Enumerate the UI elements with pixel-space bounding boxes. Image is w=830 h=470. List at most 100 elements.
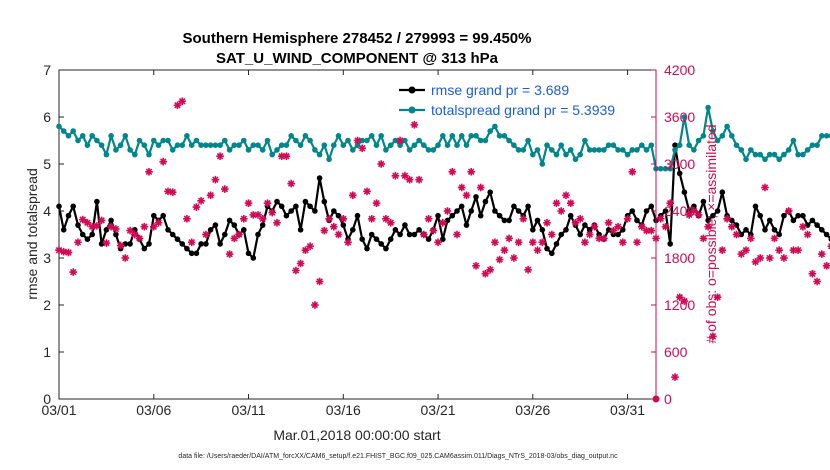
series-point-rmse-grand-pr-3-689 xyxy=(169,231,176,238)
series-point-totalspread-grand-pr-5-3939 xyxy=(98,142,105,148)
legend-spread-marker xyxy=(408,106,416,114)
series-point-rmse-grand-pr-3-689 xyxy=(146,241,152,247)
series-point-totalspread-grand-pr-5-3939 xyxy=(316,151,323,158)
series-point-rmse-grand-pr-3-689 xyxy=(781,212,787,219)
series-point-totalspread-grand-pr-5-3939 xyxy=(411,142,418,148)
series-point-totalspread-grand-pr-5-3939 xyxy=(563,151,569,158)
series-point-totalspread-grand-pr-5-3939 xyxy=(269,151,276,158)
obs-assimilated-marker xyxy=(822,262,830,270)
series-point-totalspread-grand-pr-5-3939 xyxy=(335,133,342,139)
obs-assimilated-marker xyxy=(353,136,362,145)
series-point-totalspread-grand-pr-5-3939 xyxy=(207,142,214,148)
series-point-totalspread-grand-pr-5-3939 xyxy=(501,133,508,139)
series-point-totalspread-grand-pr-5-3939 xyxy=(250,142,257,148)
series-point-rmse-grand-pr-3-689 xyxy=(506,217,512,224)
series-point-totalspread-grand-pr-5-3939 xyxy=(188,142,195,148)
series-point-totalspread-grand-pr-5-3939 xyxy=(136,137,143,144)
obs-assimilated-marker xyxy=(325,215,333,223)
obs-assimilated-marker xyxy=(453,230,461,239)
series-point-rmse-grand-pr-3-689 xyxy=(402,222,408,228)
obs-assimilated-marker xyxy=(349,191,357,200)
obs-assimilated-marker xyxy=(315,277,324,286)
series-point-rmse-grand-pr-3-689 xyxy=(259,222,266,228)
series-point-totalspread-grand-pr-5-3939 xyxy=(752,151,759,158)
series-point-totalspread-grand-pr-5-3939 xyxy=(141,142,148,148)
obs-assimilated-marker xyxy=(794,246,802,254)
series-point-totalspread-grand-pr-5-3939 xyxy=(184,133,190,139)
obs-assimilated-marker xyxy=(780,254,788,262)
obs-assimilated-marker xyxy=(420,230,428,239)
series-point-rmse-grand-pr-3-689 xyxy=(297,227,304,233)
obs-assimilated-marker xyxy=(519,215,528,223)
series-point-totalspread-grand-pr-5-3939 xyxy=(288,133,295,139)
obs-assimilated-marker xyxy=(661,222,670,231)
y-right-tick-label: 3000 xyxy=(664,156,695,172)
series-point-totalspread-grand-pr-5-3939 xyxy=(473,133,479,139)
series-point-rmse-grand-pr-3-689 xyxy=(278,203,285,210)
series-point-totalspread-grand-pr-5-3939 xyxy=(700,133,707,139)
series-point-rmse-grand-pr-3-689 xyxy=(738,231,745,238)
series-point-rmse-grand-pr-3-689 xyxy=(435,212,441,219)
series-point-rmse-grand-pr-3-689 xyxy=(643,208,650,214)
series-point-rmse-grand-pr-3-689 xyxy=(383,245,389,252)
series-point-totalspread-grand-pr-5-3939 xyxy=(440,133,446,139)
obs-assimilated-marker xyxy=(623,215,632,223)
series-point-totalspread-grand-pr-5-3939 xyxy=(435,142,441,148)
series-point-rmse-grand-pr-3-689 xyxy=(212,222,219,228)
series-point-rmse-grand-pr-3-689 xyxy=(719,189,726,195)
series-point-totalspread-grand-pr-5-3939 xyxy=(544,142,550,148)
series-point-totalspread-grand-pr-5-3939 xyxy=(648,142,655,148)
obs-assimilated-marker xyxy=(367,215,376,223)
obs-assimilated-marker xyxy=(671,373,679,381)
series-point-rmse-grand-pr-3-689 xyxy=(184,245,190,252)
series-point-totalspread-grand-pr-5-3939 xyxy=(549,147,555,153)
y-axis-right-label: # of obs: o=possible; ×=assimilated xyxy=(703,124,719,343)
series-point-totalspread-grand-pr-5-3939 xyxy=(572,156,579,163)
obs-assimilated-marker xyxy=(296,259,305,268)
series-point-totalspread-grand-pr-5-3939 xyxy=(454,142,460,148)
obs-assimilated-marker xyxy=(306,242,314,251)
series-point-totalspread-grand-pr-5-3939 xyxy=(117,142,124,148)
series-point-totalspread-grand-pr-5-3939 xyxy=(397,142,403,148)
obs-assimilated-marker xyxy=(562,191,570,200)
series-point-totalspread-grand-pr-5-3939 xyxy=(193,137,200,144)
x-tick-label: 03/26 xyxy=(515,402,550,418)
series-point-totalspread-grand-pr-5-3939 xyxy=(259,147,266,153)
series-point-rmse-grand-pr-3-689 xyxy=(321,198,328,205)
series-point-totalspread-grand-pr-5-3939 xyxy=(198,142,204,148)
obs-assimilated-marker xyxy=(808,269,817,278)
legend-rmse-label: rmse grand pr = 3.689 xyxy=(431,82,569,98)
x-tick-label: 03/01 xyxy=(41,402,76,418)
series-point-rmse-grand-pr-3-689 xyxy=(283,212,290,219)
series-point-rmse-grand-pr-3-689 xyxy=(482,198,489,205)
obs-assimilated-marker xyxy=(529,238,537,247)
series-point-rmse-grand-pr-3-689 xyxy=(416,227,422,233)
series-point-rmse-grand-pr-3-689 xyxy=(193,250,200,257)
series-point-totalspread-grand-pr-5-3939 xyxy=(226,147,233,153)
series-point-rmse-grand-pr-3-689 xyxy=(331,208,337,214)
series-point-rmse-grand-pr-3-689 xyxy=(681,189,688,195)
series-point-totalspread-grand-pr-5-3939 xyxy=(814,142,820,148)
series-point-rmse-grand-pr-3-689 xyxy=(103,227,110,233)
series-point-rmse-grand-pr-3-689 xyxy=(819,227,825,233)
series-point-totalspread-grand-pr-5-3939 xyxy=(506,137,512,144)
series-point-totalspread-grand-pr-5-3939 xyxy=(264,137,271,144)
series-point-totalspread-grand-pr-5-3939 xyxy=(212,142,219,148)
obs-assimilated-marker xyxy=(709,332,717,341)
series-point-totalspread-grand-pr-5-3939 xyxy=(392,137,399,144)
obs-assimilated-marker xyxy=(159,157,167,166)
series-point-totalspread-grand-pr-5-3939 xyxy=(610,142,617,148)
series-point-totalspread-grand-pr-5-3939 xyxy=(75,137,81,144)
series-point-totalspread-grand-pr-5-3939 xyxy=(174,142,181,148)
obs-assimilated-marker xyxy=(244,199,253,207)
series-point-rmse-grand-pr-3-689 xyxy=(629,208,636,214)
obs-assimilated-marker xyxy=(642,226,651,235)
series-point-rmse-grand-pr-3-689 xyxy=(525,203,531,210)
series-point-rmse-grand-pr-3-689 xyxy=(620,227,626,233)
series-point-rmse-grand-pr-3-689 xyxy=(241,227,247,233)
obs-assimilated-marker xyxy=(457,183,466,192)
obs-assimilated-marker xyxy=(391,171,400,180)
obs-assimilated-marker xyxy=(140,222,149,231)
obs-assimilated-marker xyxy=(377,160,385,168)
y-right-tick-label: 3600 xyxy=(664,109,695,125)
